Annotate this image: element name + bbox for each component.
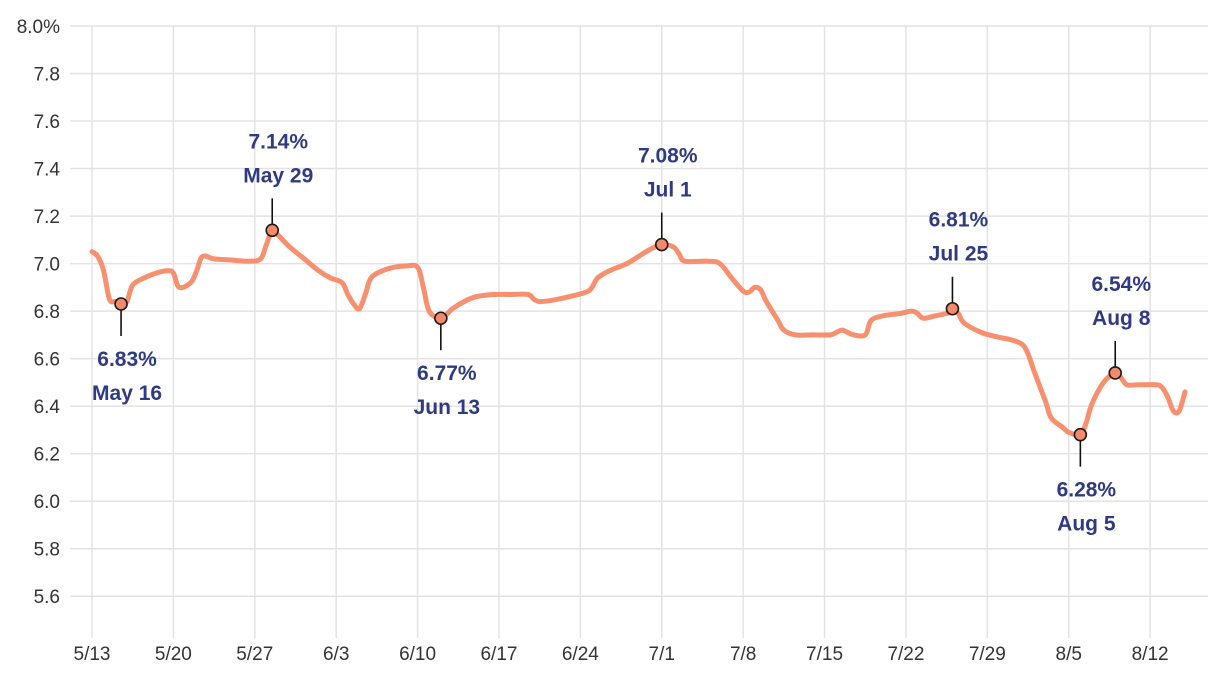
series-layer [89, 227, 1188, 438]
annotation-date-label: Jun 13 [414, 396, 481, 419]
annotation-date-label: May 16 [92, 382, 162, 405]
x-tick-label: 7/8 [730, 644, 756, 665]
annotation-marker [945, 301, 960, 316]
x-tick-label: 5/20 [155, 644, 192, 665]
annotations: 6.83% May 16 7.14% May 29 6.77% Jun 13 7.08% Ju… [92, 130, 1151, 535]
y-tick-label: 8.0% [17, 17, 60, 38]
x-tick-label: 7/15 [806, 644, 843, 665]
x-tick-label: 6/10 [399, 644, 436, 665]
annotation-value-label: 6.54% [1091, 273, 1151, 296]
annotation-marker [1073, 427, 1088, 442]
y-tick-label: 6.0 [34, 492, 60, 513]
x-tick-label: 7/29 [969, 644, 1006, 665]
x-tick-label: 5/27 [236, 644, 273, 665]
annotation-date-label: Jul 25 [929, 243, 989, 266]
annotation-marker [114, 297, 128, 311]
y-tick-label: 7.2 [34, 207, 60, 228]
y-tick-label: 5.6 [34, 587, 60, 608]
x-tick-label: 8/5 [1056, 644, 1082, 665]
x-tick-label: 6/17 [480, 644, 517, 665]
y-tick-label: 6.6 [34, 350, 60, 371]
y-tick-label: 6.2 [34, 445, 60, 466]
axis-labels: 8.0% 7.8 7.6 7.4 7.2 7.0 6.8 6.6 6.4 6.2 6.0 5.8 5.6… [17, 17, 1169, 665]
annotation-date-label: Aug 5 [1057, 513, 1116, 536]
annotation-marker [654, 237, 669, 252]
y-tick-label: 7.0 [34, 255, 60, 276]
x-tick-label: 8/12 [1132, 644, 1169, 665]
y-tick-label: 7.4 [34, 160, 61, 181]
annotation-marker [434, 311, 448, 326]
annotation-value-label: 6.81% [929, 209, 989, 232]
y-tick-label: 5.8 [34, 540, 60, 561]
annotation-value-label: 7.14% [248, 130, 308, 153]
x-tick-label: 7/1 [649, 644, 675, 665]
annotation-value-label: 6.77% [417, 362, 477, 385]
y-tick-label: 6.4 [34, 397, 61, 418]
annotation-value-label: 6.83% [97, 348, 157, 371]
y-tick-label: 6.8 [34, 302, 60, 323]
annotation-value-label: 7.08% [638, 145, 698, 168]
series-line-rate [89, 227, 1188, 438]
x-tick-label: 7/22 [887, 644, 924, 665]
y-tick-label: 7.8 [34, 65, 60, 86]
x-tick-label: 6/3 [323, 644, 349, 665]
annotation-date-label: Jul 1 [644, 179, 692, 202]
annotation-date-label: Aug 8 [1092, 307, 1151, 330]
gridlines [70, 25, 1208, 638]
annotation-value-label: 6.28% [1057, 479, 1117, 502]
annotation-marker [265, 223, 280, 238]
x-tick-label: 6/24 [562, 644, 599, 665]
annotation-date-label: May 29 [243, 164, 313, 187]
y-tick-label: 7.6 [34, 112, 60, 133]
x-tick-label: 5/13 [74, 644, 111, 665]
annotation-marker [1108, 366, 1123, 380]
